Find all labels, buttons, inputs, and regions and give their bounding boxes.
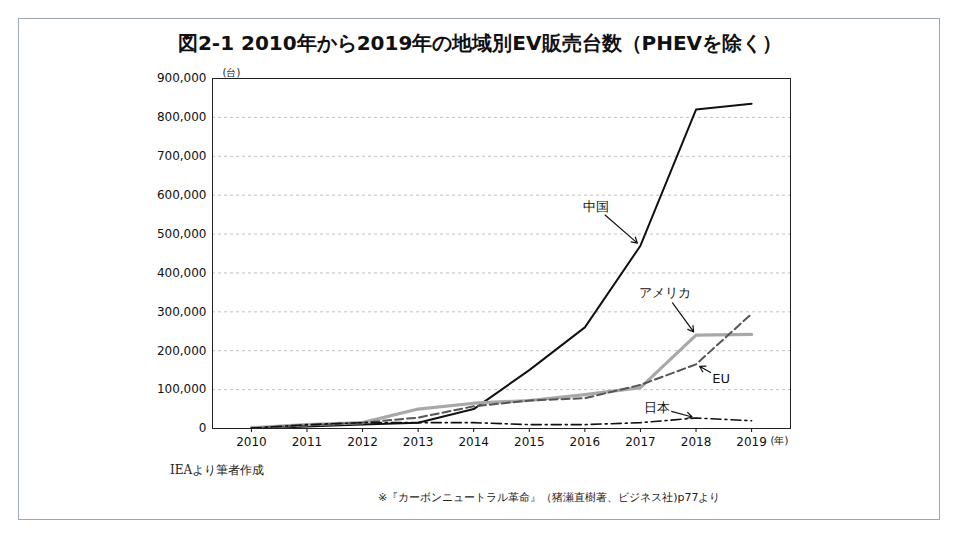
- svg-text:2012: 2012: [347, 435, 378, 449]
- svg-text:800,000: 800,000: [157, 110, 207, 124]
- svg-text:400,000: 400,000: [157, 266, 207, 280]
- svg-text:2019: 2019: [736, 435, 767, 449]
- svg-text:0: 0: [199, 421, 207, 435]
- html-text:※『カーボンニュートラル革命』（猪瀬直樹著、ビジネス社)p7: ※『カーボンニュートラル革命』（猪瀬直樹著、ビジネス社)p77より: [378, 491, 721, 504]
- svg-text:日本: 日本: [644, 400, 670, 415]
- svg-text:900,000: 900,000: [157, 71, 207, 85]
- svg-text:300,000: 300,000: [157, 305, 207, 319]
- html-text:IEAより筆者作成: IEAより筆者作成: [170, 463, 265, 477]
- svg-text:(台): (台): [223, 67, 241, 78]
- svg-text:2011: 2011: [292, 435, 323, 449]
- svg-text:2017: 2017: [625, 435, 656, 449]
- svg-text:600,000: 600,000: [157, 188, 207, 202]
- svg-text:EU: EU: [712, 370, 730, 385]
- svg-text:200,000: 200,000: [157, 344, 207, 358]
- svg-text:アメリカ: アメリカ: [639, 285, 691, 300]
- svg-text:2015: 2015: [514, 435, 545, 449]
- svg-text:2013: 2013: [403, 435, 434, 449]
- svg-text:100,000: 100,000: [157, 382, 207, 396]
- svg-text:(年): (年): [771, 435, 789, 446]
- svg-text:2010: 2010: [236, 435, 267, 449]
- svg-text:700,000: 700,000: [157, 149, 207, 163]
- svg-text:2016: 2016: [570, 435, 601, 449]
- svg-text:2014: 2014: [458, 435, 489, 449]
- svg-text:中国: 中国: [583, 199, 609, 214]
- svg-text:2018: 2018: [681, 435, 712, 449]
- svg-text:500,000: 500,000: [157, 227, 207, 241]
- html-text:図2-1 2010年から2019年の地域別EV販売台数（PH: 図2-1 2010年から2019年の地域別EV販売台数（PHEVを除く）: [177, 31, 782, 55]
